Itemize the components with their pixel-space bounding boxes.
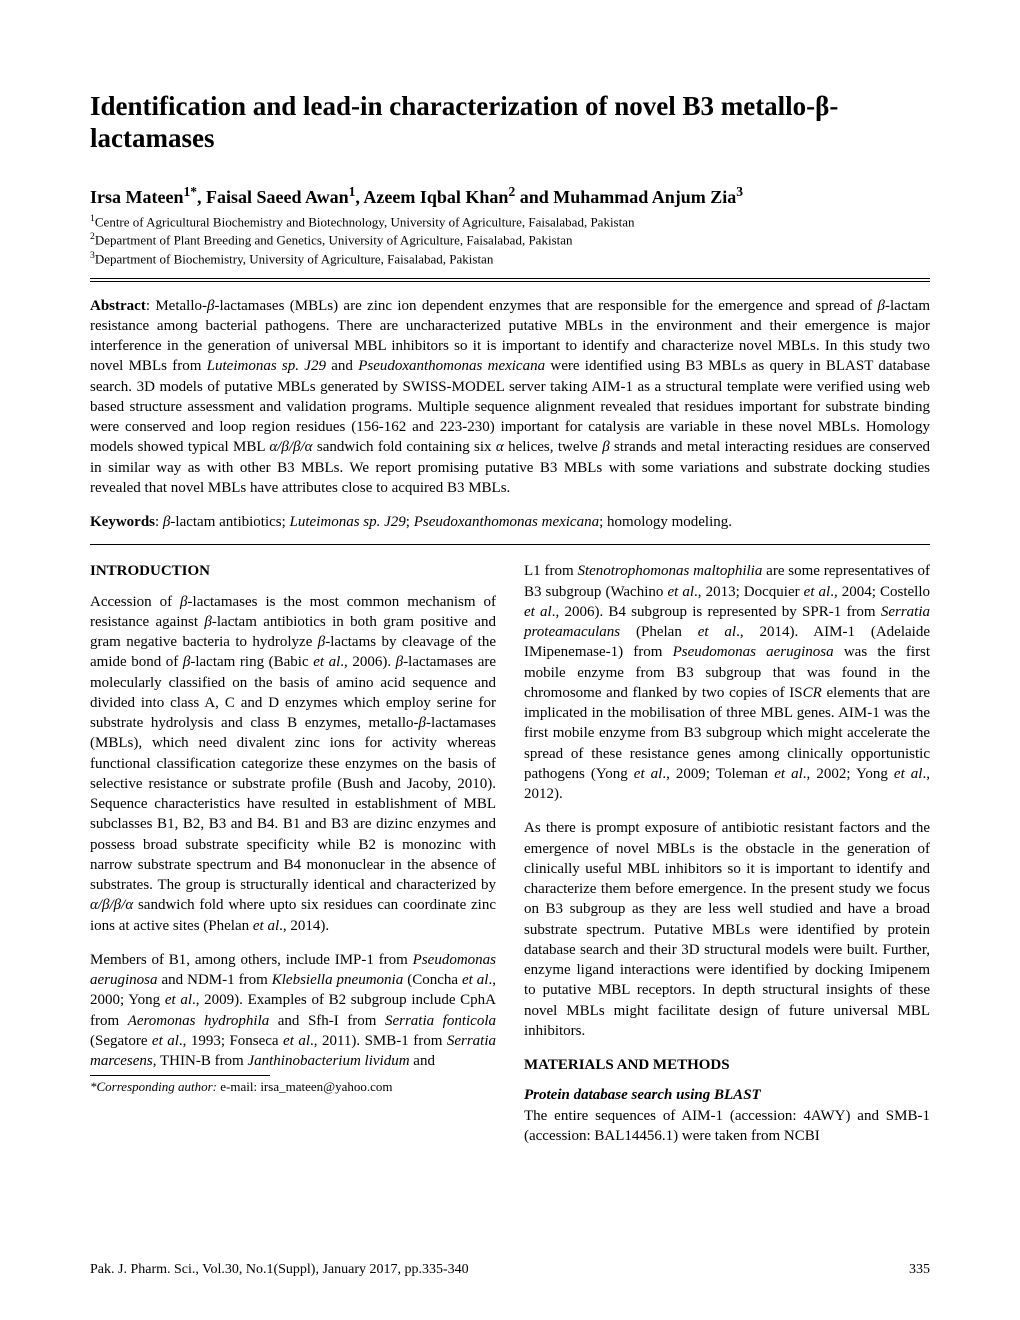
divider: [90, 278, 930, 279]
keywords-text: β-lactam antibiotics; Luteimonas sp. J29…: [163, 514, 732, 530]
body-paragraph: L1 from Stenotrophomonas maltophilia are…: [524, 561, 930, 804]
body-columns: INTRODUCTION Accession of β-lactamases i…: [90, 561, 930, 1146]
page-footer: Pak. J. Pharm. Sci., Vol.30, No.1(Suppl)…: [90, 1261, 930, 1280]
body-paragraph: The entire sequences of AIM-1 (accession…: [524, 1106, 930, 1147]
affiliation-3: 3Department of Biochemistry, University …: [90, 250, 930, 268]
left-column: INTRODUCTION Accession of β-lactamases i…: [90, 561, 496, 1146]
paper-title: Identification and lead-in characterizat…: [90, 90, 930, 155]
page-number: 335: [909, 1261, 930, 1280]
body-paragraph: As there is prompt exposure of antibioti…: [524, 818, 930, 1041]
affiliation-2: 2Department of Plant Breeding and Geneti…: [90, 231, 930, 249]
subsection-heading: Protein database search using BLAST: [524, 1085, 930, 1105]
divider: [90, 544, 930, 545]
corresponding-author: *Corresponding author: e-mail: irsa_mate…: [90, 1078, 496, 1096]
affiliation-1: 1Centre of Agricultural Biochemistry and…: [90, 213, 930, 231]
authors: Irsa Mateen1*, Faisal Saeed Awan1, Azeem…: [90, 183, 930, 209]
abstract: Abstract: Metallo-β-lactamases (MBLs) ar…: [90, 296, 930, 499]
divider: [90, 281, 930, 282]
divider: [90, 1075, 270, 1076]
keywords: Keywords: β-lactam antibiotics; Luteimon…: [90, 512, 930, 532]
body-paragraph: Members of B1, among others, include IMP…: [90, 950, 496, 1072]
abstract-text: Metallo-β-lactamases (MBLs) are zinc ion…: [90, 298, 930, 496]
body-paragraph: Accession of β-lactamases is the most co…: [90, 592, 496, 936]
abstract-label: Abstract: [90, 298, 146, 314]
keywords-label: Keywords: [90, 514, 155, 530]
right-column: L1 from Stenotrophomonas maltophilia are…: [524, 561, 930, 1146]
journal-citation: Pak. J. Pharm. Sci., Vol.30, No.1(Suppl)…: [90, 1261, 469, 1280]
materials-methods-heading: MATERIALS AND METHODS: [524, 1055, 930, 1075]
introduction-heading: INTRODUCTION: [90, 561, 496, 581]
